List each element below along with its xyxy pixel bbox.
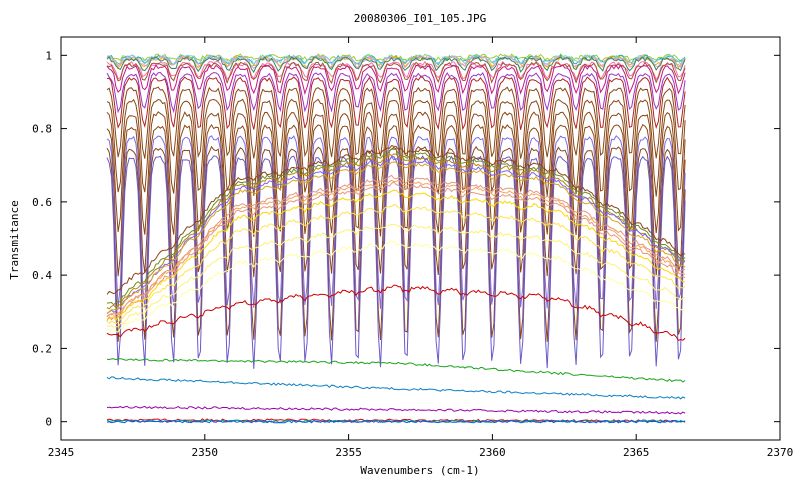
series-line xyxy=(106,419,686,423)
x-tick-label: 2350 xyxy=(192,446,219,459)
series-line xyxy=(106,376,686,400)
y-tick-label: 0.8 xyxy=(32,123,52,136)
y-tick-label: 0 xyxy=(45,416,52,429)
series-line xyxy=(106,419,686,424)
series-line xyxy=(106,145,686,295)
series-line xyxy=(106,405,686,415)
series-line xyxy=(106,145,686,342)
series-line xyxy=(106,358,686,383)
series-line xyxy=(106,223,686,328)
y-tick-label: 0.2 xyxy=(32,342,52,355)
series-line xyxy=(106,155,686,315)
series-line xyxy=(106,418,686,423)
series-line xyxy=(106,174,686,318)
series-line xyxy=(106,135,686,310)
series-line xyxy=(106,64,686,96)
series-line xyxy=(106,60,686,81)
series-line xyxy=(106,189,686,321)
x-tick-label: 2355 xyxy=(335,446,362,459)
y-tick-label: 1 xyxy=(45,49,52,62)
series-line xyxy=(106,98,686,197)
series-line xyxy=(106,148,686,306)
x-tick-label: 2345 xyxy=(48,446,75,459)
plot-frame xyxy=(60,36,781,441)
series-line xyxy=(106,204,686,325)
series-line xyxy=(106,153,686,310)
y-axis: 0 0.2 0.4 0.6 0.8 1 xyxy=(32,49,780,429)
chart-title: 20080306_I01_105.JPG xyxy=(354,12,486,25)
x-axis-label: Wavenumbers (cm-1) xyxy=(360,464,479,477)
y-tick-label: 0.6 xyxy=(32,196,52,209)
series-line xyxy=(106,76,686,131)
y-tick-label: 0.4 xyxy=(32,269,52,282)
series-line xyxy=(106,71,686,114)
series-line xyxy=(106,56,686,74)
series-line xyxy=(106,179,686,317)
series-line xyxy=(106,111,686,237)
y-axis-label: Transmitance xyxy=(8,200,21,279)
series-line xyxy=(106,123,686,278)
series-line xyxy=(106,240,686,333)
series-line xyxy=(106,284,686,342)
series-line xyxy=(106,181,686,321)
x-tick-label: 2365 xyxy=(623,446,650,459)
series-layer xyxy=(106,53,686,424)
x-tick-label: 2360 xyxy=(479,446,506,459)
series-line xyxy=(106,161,686,314)
series-line xyxy=(106,86,686,159)
x-axis: 2345 2350 2355 2360 2365 2370 xyxy=(48,37,794,459)
x-tick-label: 2370 xyxy=(767,446,794,459)
series-line xyxy=(106,155,686,369)
